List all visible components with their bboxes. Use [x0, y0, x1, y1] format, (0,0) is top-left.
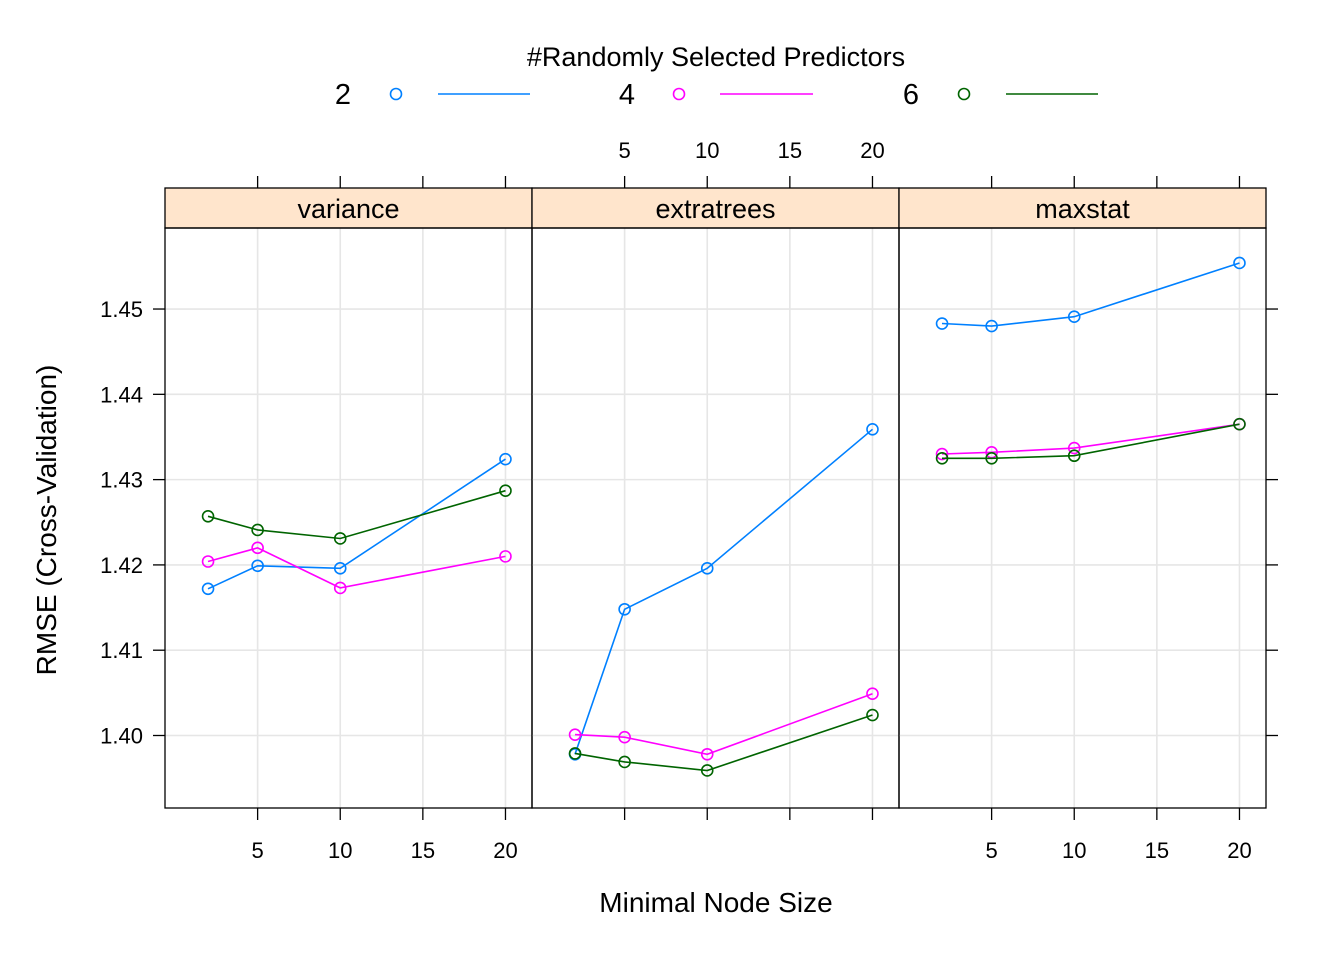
panel-variance: variance 5 10 15 20 — [164, 176, 533, 863]
data-point-variance-4 — [499, 550, 512, 563]
data-point-maxstat-2 — [1067, 310, 1081, 324]
panel-border-maxstat — [898, 227, 1267, 809]
panel-maxstat: maxstat 5 10 15 20 — [898, 176, 1267, 863]
data-point-variance-4 — [201, 555, 215, 568]
x-tick-label: 5 — [985, 838, 997, 863]
data-point-extratrees-6 — [618, 755, 631, 769]
x-tick-label: 15 — [778, 138, 802, 163]
series-line-maxstat-2 — [941, 262, 1240, 327]
y-tick-label: 1.45 — [100, 297, 143, 322]
x-tick-label: 15 — [1145, 838, 1169, 863]
data-point-extratrees-4 — [866, 687, 879, 701]
data-point-maxstat-4 — [935, 447, 949, 461]
x-tick-label: 5 — [251, 838, 263, 863]
data-point-variance-6 — [251, 523, 264, 537]
panels: variance 5 10 15 20 extratrees 5 10 15 20 maxstat 5… — [164, 138, 1267, 863]
data-point-variance-2 — [333, 562, 347, 575]
y-tick-label: 1.44 — [100, 382, 143, 407]
legend-marker-4 — [672, 87, 686, 101]
y-tick-label: 1.42 — [100, 553, 143, 578]
series-line-variance-4 — [207, 547, 506, 589]
panel-border-variance — [164, 227, 533, 809]
data-point-extratrees-4 — [700, 747, 714, 761]
strip-label-extratrees: extratrees — [655, 194, 775, 224]
data-point-extratrees-6 — [700, 764, 714, 777]
x-axis-label: Minimal Node Size — [599, 887, 832, 918]
x-tick-label: 10 — [328, 838, 352, 863]
y-axis-label: RMSE (Cross-Validation) — [31, 365, 62, 676]
data-point-maxstat-2 — [1233, 256, 1246, 270]
x-tick-label: 20 — [493, 838, 517, 863]
x-tick-label: 10 — [1062, 838, 1086, 863]
x-tick-label: 20 — [860, 138, 884, 163]
data-point-variance-6 — [333, 532, 347, 545]
x-tick-label: 10 — [695, 138, 719, 163]
data-point-extratrees-2 — [866, 422, 879, 436]
series-line-extratrees-2 — [574, 428, 874, 755]
series-line-extratrees-4 — [574, 692, 873, 756]
data-point-maxstat-6 — [935, 451, 949, 465]
series-line-extratrees-6 — [574, 714, 873, 772]
data-point-maxstat-6 — [985, 451, 998, 465]
data-point-variance-6 — [499, 484, 512, 498]
data-point-maxstat-6 — [1233, 417, 1246, 431]
series-line-maxstat-4 — [941, 423, 1240, 455]
legend-marker-6 — [957, 87, 971, 101]
strip-label-variance: variance — [297, 194, 399, 224]
strip-label-maxstat: maxstat — [1035, 194, 1130, 224]
data-point-extratrees-4 — [618, 730, 631, 744]
data-point-variance-4 — [333, 581, 347, 595]
data-point-extratrees-2 — [700, 562, 714, 575]
data-point-extratrees-2 — [618, 602, 631, 616]
data-point-maxstat-2 — [935, 317, 949, 330]
x-tick-label: 15 — [411, 838, 435, 863]
data-point-variance-2 — [499, 452, 512, 466]
legend-label-6: 6 — [903, 79, 919, 111]
legend-label-2: 2 — [335, 79, 351, 111]
data-point-maxstat-2 — [985, 319, 998, 333]
strip-maxstat — [898, 187, 1267, 229]
legend-label-4: 4 — [619, 79, 635, 111]
legend-marker-2 — [389, 87, 403, 101]
x-tick-label: 5 — [618, 138, 630, 163]
data-point-variance-2 — [251, 559, 264, 573]
data-point-variance-2 — [201, 582, 215, 596]
data-point-extratrees-6 — [568, 747, 582, 760]
data-point-maxstat-4 — [1067, 441, 1081, 455]
strip-extratrees — [531, 187, 900, 229]
legend-title: #Randomly Selected Predictors — [527, 42, 905, 72]
data-point-variance-4 — [251, 541, 264, 555]
x-tick-label: 20 — [1227, 838, 1251, 863]
y-tick-label: 1.43 — [100, 468, 143, 493]
data-point-maxstat-6 — [1067, 449, 1081, 463]
series-line-variance-6 — [207, 489, 506, 540]
y-tick-label: 1.40 — [100, 724, 143, 749]
data-point-extratrees-4 — [568, 728, 582, 741]
data-point-extratrees-6 — [866, 708, 879, 722]
y-tick-label: 1.41 — [100, 638, 143, 663]
panel-extratrees: extratrees 5 10 15 20 — [531, 138, 900, 820]
series-line-maxstat-6 — [942, 423, 1240, 460]
data-point-variance-6 — [201, 509, 215, 523]
legend: #Randomly Selected Predictors 2 4 6 — [335, 42, 1098, 111]
